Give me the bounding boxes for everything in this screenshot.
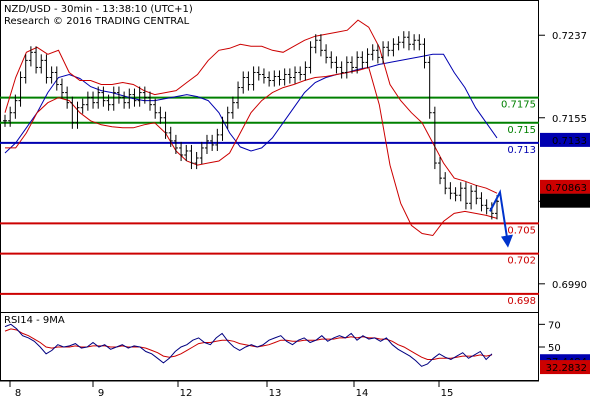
level-label: 0.713 <box>507 145 536 156</box>
x-tick-label: 9 <box>98 388 104 399</box>
price-tag-label: 0.70863 <box>546 183 587 194</box>
bollinger-lower-line <box>5 66 498 237</box>
level-label: 0.705 <box>507 225 536 236</box>
x-tick-label: 13 <box>269 388 282 399</box>
rsi-tag-box <box>540 360 590 375</box>
y-tick-label: 0.6990 <box>552 280 587 291</box>
chart-title: NZD/USD - 30min - 13:38:10 (UTC+1) <box>4 4 193 15</box>
forecast-arrow-shaft <box>489 189 508 238</box>
axis-layer: 0.69900.70720.71550.72370.71330.708630.7… <box>9 31 590 399</box>
level-label: 0.715 <box>507 125 536 136</box>
price-panel-frame <box>0 0 539 313</box>
price-tag-box <box>540 132 590 147</box>
rsi-y-tick-label: 50 <box>548 343 561 354</box>
price-tag-box <box>540 193 590 208</box>
bollinger-upper-line <box>4 19 498 194</box>
chart-subtitle: Research © 2016 TRADING CENTRAL <box>4 16 190 27</box>
x-tick-label: 8 <box>15 388 21 399</box>
forecast-arrow-head <box>501 234 513 248</box>
x-tick-label: 15 <box>441 388 454 399</box>
level-label: 0.7175 <box>501 100 536 111</box>
y-tick-label: 0.7237 <box>552 31 587 42</box>
price-tag-label: 0.70726 <box>546 197 587 208</box>
level-label: 0.702 <box>507 256 536 267</box>
level-label: 0.698 <box>507 296 536 307</box>
price-tag-box <box>540 179 590 194</box>
rsi-tag-label: 32.2832 <box>546 363 587 374</box>
x-tick-label: 12 <box>180 388 193 399</box>
rsi-line <box>4 323 493 367</box>
price-tag-label: 0.7133 <box>552 136 587 147</box>
rsi-title: RSI14 - 9MA <box>4 315 65 326</box>
rsi-y-tick-label: 70 <box>548 320 561 331</box>
rsi-ma-line <box>4 328 493 360</box>
price-layer: 0.7175 0.715 0.713 0.705 0.702 0.698 <box>0 19 539 307</box>
rsi-layer <box>4 323 493 367</box>
y-tick-label: 0.7155 <box>552 114 587 125</box>
x-tick-label: 14 <box>356 388 369 399</box>
moving-average-line <box>4 53 498 154</box>
